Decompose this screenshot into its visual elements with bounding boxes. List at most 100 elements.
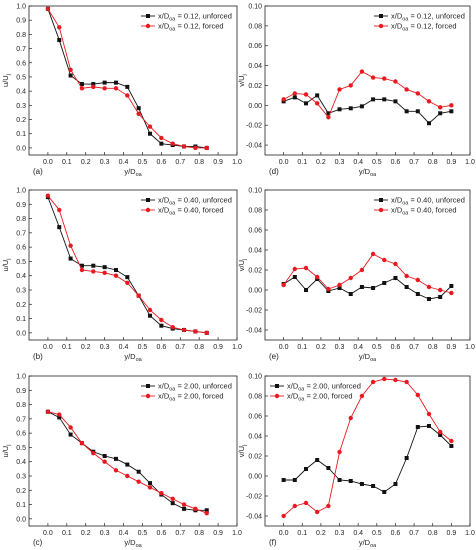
x-tick-label: 0.4 (119, 344, 129, 351)
data-point-unforced (438, 295, 443, 299)
series-line-unforced (283, 425, 452, 493)
data-point-unforced (371, 484, 376, 488)
legend-entry-main: x/D (158, 206, 170, 215)
data-point-unforced (449, 284, 454, 288)
y-axis-label-main: v/U (237, 446, 246, 457)
legend-entry-main: x/D (391, 22, 403, 31)
data-point-forced (170, 324, 175, 330)
y-tick-label: 0.0 (16, 516, 26, 523)
data-point-forced (348, 83, 353, 88)
legend-marker-circle (145, 23, 151, 29)
data-point-forced (370, 251, 376, 257)
legend-entry-sub: oa (169, 396, 176, 402)
x-tick-label: 0.6 (391, 159, 401, 166)
y-axis-label-sub: j (242, 74, 248, 76)
x-tick-label: 0.7 (409, 530, 419, 537)
series-line-forced (283, 378, 452, 517)
data-point-unforced (404, 109, 409, 114)
y-axis-label-sub: j (6, 74, 12, 76)
legend-entry-rest: = 2.00, forced (175, 392, 223, 401)
legend-entry-sub: oa (169, 386, 176, 392)
x-axis-label-main: y/D (124, 352, 136, 361)
plot-frame (264, 189, 471, 341)
data-point-unforced (415, 425, 420, 429)
data-point-forced (68, 67, 73, 73)
x-tick-label: 0.4 (353, 344, 363, 351)
y-tick-label: 0.8 (16, 32, 26, 39)
x-tick-label: 0.1 (62, 530, 72, 537)
data-point-forced (113, 86, 119, 91)
panel-label: (f) (269, 538, 277, 547)
y-axis-label-group: u/Uj (1, 259, 12, 272)
x-tick-label: 0.2 (81, 344, 91, 351)
y-tick-label: 0.4 (16, 459, 26, 466)
y-tick-label: 0.4 (16, 89, 26, 96)
data-point-unforced (337, 286, 342, 290)
data-point-forced (449, 290, 454, 296)
y-tick-label: 0.08 (248, 394, 262, 401)
x-tick-label: 0.5 (138, 530, 148, 537)
x-tick-label: 0.6 (391, 530, 401, 537)
legend-entry-sub: oa (402, 26, 409, 32)
panel-d: 0.0 0.1 0.2 0.3 0.4 0.5 0.6 0.7 0.8 0.9 1.0 -0.04 -0… (237, 4, 475, 178)
data-point-forced (281, 513, 286, 519)
data-point-unforced (393, 99, 398, 104)
data-point-forced (382, 257, 387, 263)
data-point-unforced (337, 107, 342, 112)
y-tick-label: -0.02 (246, 308, 262, 315)
legend-entry-main: x/D (391, 12, 403, 21)
data-point-forced (437, 429, 443, 435)
legend-entry: x/Doa = 2.00, forced (158, 392, 224, 403)
x-tick-label: 0.0 (43, 159, 53, 166)
y-tick-label: 0.04 (248, 63, 262, 70)
x-tick-label: 0.5 (372, 530, 382, 537)
data-point-forced (370, 379, 376, 385)
data-point-unforced (438, 433, 443, 437)
panel-label: (c) (33, 538, 43, 547)
x-tick-label: 0.2 (316, 530, 326, 537)
data-point-unforced (304, 288, 308, 292)
x-tick-label: 0.0 (43, 530, 53, 537)
panel-a: 0.0 0.1 0.2 0.3 0.4 0.5 0.6 0.7 0.8 0.9 1.0 0.0 0.1 0… (1, 4, 242, 178)
legend-entry-main: x/D (287, 392, 299, 401)
data-point-forced (415, 91, 421, 96)
data-point-forced (170, 496, 175, 502)
x-axis-label: y/Doa (359, 352, 377, 363)
data-point-forced (159, 317, 164, 323)
data-point-forced (136, 293, 141, 298)
x-tick-label: 1.0 (465, 159, 475, 166)
x-tick-label: 0.2 (81, 159, 91, 166)
data-point-unforced (68, 256, 73, 261)
legend-entry-sub: oa (402, 200, 409, 206)
data-point-forced (159, 135, 164, 141)
legend-entry-rest: = 0.40, forced (175, 206, 223, 215)
y-axis-label: v/Uj (237, 74, 248, 86)
y-axis-label-sub: j (242, 445, 248, 447)
y-axis-label-main: u/U (1, 446, 10, 458)
y-tick-label: 0.04 (248, 248, 262, 255)
y-axis-label-main: u/U (1, 260, 10, 272)
x-tick-label: 0.2 (81, 530, 91, 537)
y-tick-label: 0.10 (248, 188, 262, 195)
y-tick-label: 0.2 (16, 117, 26, 124)
data-point-forced (370, 75, 376, 80)
x-tick-label: 0.5 (372, 344, 382, 351)
legend-entry-sub: oa (402, 210, 409, 216)
y-tick-label: 0.02 (248, 83, 262, 90)
x-tick-label: 0.4 (353, 530, 363, 537)
legend-entry: x/Doa = 0.12, unforced (158, 12, 232, 23)
x-tick-label: 0.7 (175, 530, 185, 537)
x-axis-label-main: y/D (359, 352, 371, 361)
y-axis-label-main: v/U (237, 75, 246, 86)
y-tick-label: 0.3 (16, 474, 26, 481)
y-tick-label: 0.02 (248, 268, 262, 275)
data-point-forced (303, 265, 309, 271)
data-point-unforced (449, 109, 454, 114)
data-point-unforced (393, 482, 398, 486)
x-axis-label-main: y/D (359, 167, 371, 176)
legend-entry-main: x/D (158, 196, 170, 205)
series-line-unforced (283, 276, 452, 300)
y-tick-label: 0.6 (16, 60, 26, 67)
legend-entry-main: x/D (391, 196, 403, 205)
data-point-unforced (449, 444, 454, 448)
